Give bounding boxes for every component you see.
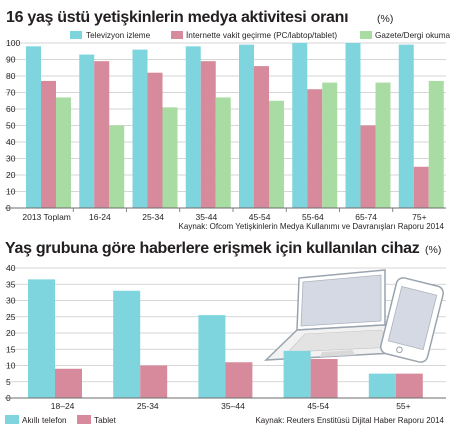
chart1-source: Kaynak: Ofcom Yetişkinlerin Medya Kullan… — [179, 222, 445, 231]
y-tick-label: 5 — [6, 377, 11, 387]
chart2-legend: Akıllı telefon Tablet — [5, 415, 117, 425]
y-tick-label: 30 — [6, 154, 16, 164]
bar-tv-5 — [292, 43, 308, 208]
chart1-unit: (%) — [377, 13, 393, 25]
x-tick-label: 18–24 — [51, 401, 75, 411]
bar-print-0 — [56, 97, 71, 208]
bar-internet-4 — [254, 66, 269, 208]
chart-media-activity: 16 yaş üstü yetişkinlerin medya aktivite… — [5, 9, 450, 231]
bar-tv-2 — [132, 49, 148, 208]
bar-internet-0 — [41, 80, 56, 208]
bar-tablet-0 — [55, 368, 82, 398]
chart1-legend: Televizyon izleme İnternette vakit geçir… — [70, 30, 450, 40]
bar-phone-4 — [368, 373, 396, 398]
chart1-x-axis: 2013 Toplam 16-24 25-34 35-44 45-54 55-64 65-7… — [5, 207, 446, 222]
chart2-title: Yaş grubuna göre haberlere erişmek için … — [5, 240, 420, 257]
bar-tv-0 — [26, 46, 41, 208]
bar-print-4 — [269, 100, 284, 208]
bar-phone-1 — [113, 290, 141, 398]
legend-label-phone: Akıllı telefon — [22, 416, 67, 425]
y-tick-label: 20 — [6, 328, 16, 338]
chart-news-device: Yaş grubuna göre haberlere erişmek için … — [5, 240, 446, 425]
chart2-source: Kaynak: Reuters Enstitüsü Dijital Haber … — [255, 416, 444, 425]
y-tick-label: 80 — [6, 71, 16, 81]
bar-tablet-1 — [140, 365, 168, 398]
bar-tablet-4 — [395, 373, 423, 398]
y-tick-label: 35 — [6, 279, 16, 289]
bar-phone-3 — [283, 350, 311, 398]
y-tick-label: 60 — [6, 104, 16, 114]
y-tick-label: 15 — [6, 344, 16, 354]
bar-tv-3 — [185, 46, 201, 208]
legend-label-tv: Televizyon izleme — [86, 31, 151, 40]
chart2-bars — [28, 279, 423, 398]
y-tick-label: 30 — [6, 296, 16, 306]
bar-print-5 — [322, 82, 338, 208]
y-tick-label: 90 — [6, 55, 16, 65]
bar-tv-6 — [345, 43, 361, 208]
bar-print-1 — [109, 125, 125, 208]
legend-swatch-tablet — [77, 415, 91, 424]
y-tick-label: 40 — [6, 263, 16, 273]
bar-internet-3 — [200, 61, 216, 209]
legend-swatch-tv — [70, 31, 82, 39]
y-tick-label: 100 — [6, 38, 20, 48]
x-tick-label: 35–44 — [221, 401, 245, 411]
legend-swatch-phone — [5, 415, 19, 424]
y-tick-label: 20 — [6, 170, 16, 180]
chart1-bars — [26, 43, 444, 209]
chart2-x-axis: 18–24 25-34 35–44 45-54 55+ — [5, 397, 446, 411]
legend-label-tablet: Tablet — [94, 416, 117, 425]
x-tick-label: 65-74 — [355, 212, 377, 222]
bar-internet-1 — [94, 61, 110, 209]
bar-tablet-3 — [310, 359, 338, 398]
bar-tv-4 — [239, 44, 254, 209]
legend-swatch-internet — [171, 31, 183, 39]
y-tick-label: 10 — [6, 361, 16, 371]
legend-swatch-print — [360, 31, 372, 39]
y-tick-label: 10 — [6, 187, 16, 197]
x-tick-label: 45-54 — [307, 401, 329, 411]
bar-print-3 — [215, 97, 231, 208]
bar-internet-7 — [413, 166, 429, 208]
x-tick-label: 45-54 — [249, 212, 271, 222]
y-tick-label: 25 — [6, 312, 16, 322]
bar-print-6 — [375, 82, 391, 208]
bar-phone-2 — [198, 315, 226, 398]
chart2-unit: (%) — [425, 244, 441, 256]
tablet-icon — [380, 277, 444, 363]
x-tick-label: 55-64 — [302, 212, 324, 222]
bar-print-2 — [162, 107, 178, 208]
x-tick-label: 2013 Toplam — [22, 212, 71, 222]
y-tick-label: 40 — [6, 137, 16, 147]
bar-tablet-2 — [225, 362, 253, 398]
legend-label-internet: İnternette vakit geçirme (PC/labtop/tabl… — [186, 30, 337, 40]
y-tick-label: 50 — [6, 121, 16, 131]
bar-internet-6 — [360, 125, 376, 208]
y-tick-label: 70 — [6, 88, 16, 98]
x-tick-label: 25-34 — [137, 401, 159, 411]
x-tick-label: 16-24 — [89, 212, 111, 222]
x-tick-label: 25-34 — [142, 212, 164, 222]
x-tick-label: 75+ — [412, 212, 426, 222]
bar-tv-1 — [79, 54, 95, 208]
chart1-title: 16 yaş üstü yetişkinlerin medya aktivite… — [6, 9, 348, 26]
x-tick-label: 55+ — [396, 401, 410, 411]
x-tick-label: 35-44 — [196, 212, 218, 222]
bar-phone-0 — [28, 279, 55, 398]
bar-tv-7 — [398, 44, 414, 209]
bar-internet-5 — [307, 89, 323, 208]
bar-internet-2 — [147, 72, 163, 208]
bar-print-7 — [428, 80, 444, 208]
legend-label-print: Gazete/Dergi okuma — [375, 31, 450, 40]
